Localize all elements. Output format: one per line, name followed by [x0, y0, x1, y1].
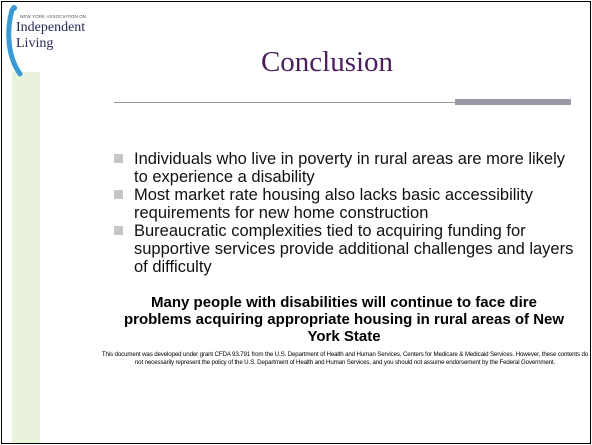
closing-statement: Many people with disabilities will conti…	[123, 294, 565, 345]
bullet-marker	[114, 226, 123, 235]
logo-swoosh	[6, 5, 23, 77]
logo-tagline: NEW YORK ASSOCIATION ON	[20, 14, 87, 19]
bullet-marker	[114, 154, 123, 163]
logo-name: Independent	[16, 20, 86, 35]
bullet-list: Individuals who live in poverty in rural…	[112, 150, 582, 276]
bullet-item: Most market rate housing also lacks basi…	[112, 186, 582, 222]
logo-name: Living	[16, 36, 54, 51]
divider	[114, 102, 571, 103]
bullet-item: Bureaucratic complexities tied to acquir…	[112, 222, 582, 276]
bullet-marker	[114, 190, 123, 199]
bullet-text: Individuals who live in poverty in rural…	[134, 150, 566, 186]
footnote: This document was developed under grant …	[101, 351, 589, 366]
slide-title: Conclusion	[260, 46, 394, 78]
bullet-text: Most market rate housing also lacks basi…	[134, 186, 533, 222]
side-strip	[12, 72, 40, 443]
divider-bar	[455, 99, 571, 105]
bullet-item: Individuals who live in poverty in rural…	[112, 150, 582, 186]
bullet-text: Bureaucratic complexities tied to acquir…	[134, 222, 574, 276]
